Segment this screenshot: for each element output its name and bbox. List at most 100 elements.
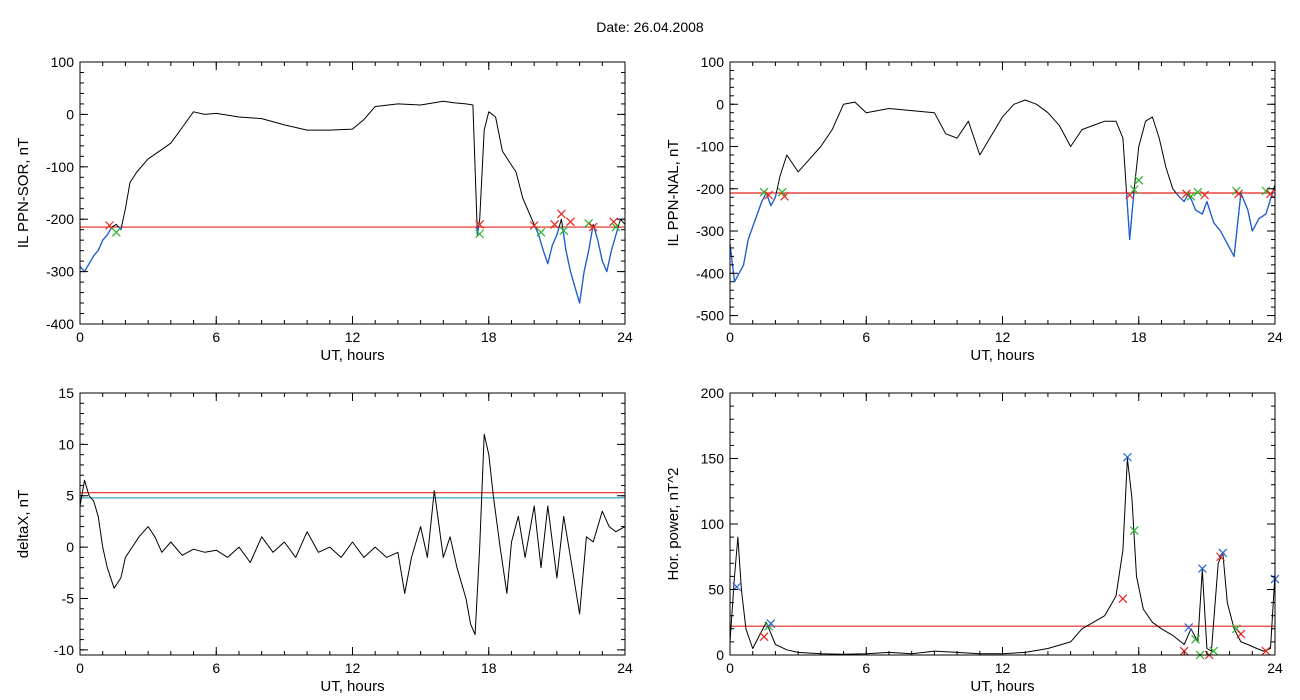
event-marker	[559, 226, 569, 236]
event-marker	[764, 190, 774, 200]
y-axis-label: deltaX, nT	[15, 490, 32, 558]
panel-deltax: 0 6 12 18 24 -10 -5 0 5 10 15 UT, hours deltaX, nT	[15, 385, 633, 695]
x-tick-label: 6	[212, 329, 220, 345]
y-tick-label: -100	[696, 139, 724, 155]
x-tick-label: 12	[995, 660, 1011, 676]
event-marker	[1118, 594, 1128, 604]
event-marker	[584, 218, 594, 228]
event-marker	[566, 217, 575, 227]
page-title: Date: 26.04.2008	[596, 19, 704, 35]
event-marker	[766, 619, 776, 628]
y-tick-label: -400	[46, 316, 74, 332]
event-marker	[1261, 186, 1271, 196]
y-tick-label: 200	[701, 385, 725, 401]
x-tick-label: 6	[212, 660, 220, 676]
x-tick-label: 18	[1131, 660, 1147, 676]
event-marker	[1122, 452, 1132, 462]
event-marker	[609, 217, 619, 227]
plot-frame	[79, 61, 626, 325]
event-marker	[780, 191, 789, 201]
event-marker	[529, 221, 539, 230]
event-marker	[1200, 190, 1210, 200]
event-marker	[1191, 634, 1200, 644]
y-tick-label: -400	[696, 265, 724, 281]
y-axis-label: Hor. power, nT^2	[665, 468, 682, 581]
event-marker	[1129, 185, 1139, 195]
event-marker	[1186, 191, 1196, 201]
event-marker	[1125, 190, 1135, 200]
event-marker	[1134, 175, 1144, 185]
event-marker	[777, 187, 787, 197]
x-axis-label: UT, hours	[320, 347, 384, 364]
series-line-below-threshold	[730, 193, 1274, 283]
event-marker	[550, 220, 560, 229]
plot-frame	[79, 392, 626, 656]
event-marker	[1193, 187, 1203, 197]
y-tick-label: 100	[51, 54, 75, 70]
x-tick-label: 24	[1267, 329, 1283, 345]
series-line	[729, 458, 1276, 655]
event-marker	[105, 221, 114, 230]
x-axis-label: UT, hours	[970, 347, 1034, 364]
x-tick-label: 12	[345, 329, 361, 345]
series-line	[79, 433, 626, 635]
x-tick-label: 12	[345, 660, 361, 676]
y-tick-label: -200	[696, 181, 724, 197]
x-tick-label: 24	[617, 660, 633, 676]
event-marker	[588, 222, 598, 232]
event-marker	[1234, 189, 1244, 199]
y-tick-label: -300	[696, 223, 724, 239]
y-tick-label: -10	[54, 642, 74, 658]
x-tick-label: 18	[481, 329, 497, 345]
panel-ppn-nal: 0 6 12 18 24 -500 -400 -300 -200 -100 0 100 UT, hour…	[665, 54, 1283, 364]
y-axis-label: IL PPN-SOR, nT	[15, 138, 32, 248]
y-tick-label: -5	[62, 590, 75, 606]
event-marker	[1184, 623, 1194, 632]
y-tick-label: 5	[66, 488, 74, 504]
x-axis-label: UT, hours	[320, 678, 384, 695]
y-tick-label: 0	[66, 106, 74, 122]
x-tick-label: 24	[617, 329, 633, 345]
x-tick-label: 18	[1131, 329, 1147, 345]
event-marker	[1209, 646, 1219, 656]
y-axis-label: IL PPN-NAL, nT	[665, 140, 682, 247]
x-tick-label: 18	[481, 660, 497, 676]
event-marker	[1182, 189, 1191, 199]
x-tick-label: 6	[862, 329, 870, 345]
event-marker	[759, 632, 769, 642]
y-tick-label: 50	[708, 582, 724, 598]
y-tick-label: 0	[716, 96, 724, 112]
x-tick-label: 6	[862, 660, 870, 676]
event-marker	[1236, 629, 1246, 639]
y-tick-label: 0	[716, 647, 724, 663]
x-tick-label: 12	[995, 329, 1011, 345]
series-line	[79, 100, 626, 304]
x-tick-label: 0	[76, 660, 84, 676]
y-tick-label: 150	[701, 451, 725, 467]
series-line-below-threshold	[80, 227, 619, 304]
y-tick-label: -300	[46, 264, 74, 280]
y-tick-label: -100	[46, 159, 74, 175]
event-marker	[111, 227, 121, 237]
panel-hor-power: 0 6 12 18 24 0 50 100 150 200 UT, hours Hor. power,…	[665, 385, 1283, 695]
event-marker	[759, 187, 769, 197]
event-marker	[1218, 548, 1228, 558]
event-marker	[475, 220, 485, 229]
event-marker	[1129, 526, 1139, 535]
x-tick-label: 0	[726, 329, 734, 345]
y-tick-label: -500	[696, 308, 724, 324]
y-tick-label: 100	[701, 516, 725, 532]
x-axis-label: UT, hours	[970, 678, 1034, 695]
y-tick-label: 10	[58, 436, 74, 452]
x-tick-label: 24	[1267, 660, 1283, 676]
x-tick-label: 0	[76, 329, 84, 345]
event-marker	[611, 222, 621, 232]
y-tick-label: 15	[58, 385, 74, 401]
event-marker	[1216, 552, 1225, 562]
event-marker	[1197, 564, 1207, 573]
series-line	[729, 99, 1276, 283]
event-marker	[1266, 189, 1275, 199]
event-marker	[536, 227, 546, 237]
plot-frame	[729, 392, 1276, 656]
